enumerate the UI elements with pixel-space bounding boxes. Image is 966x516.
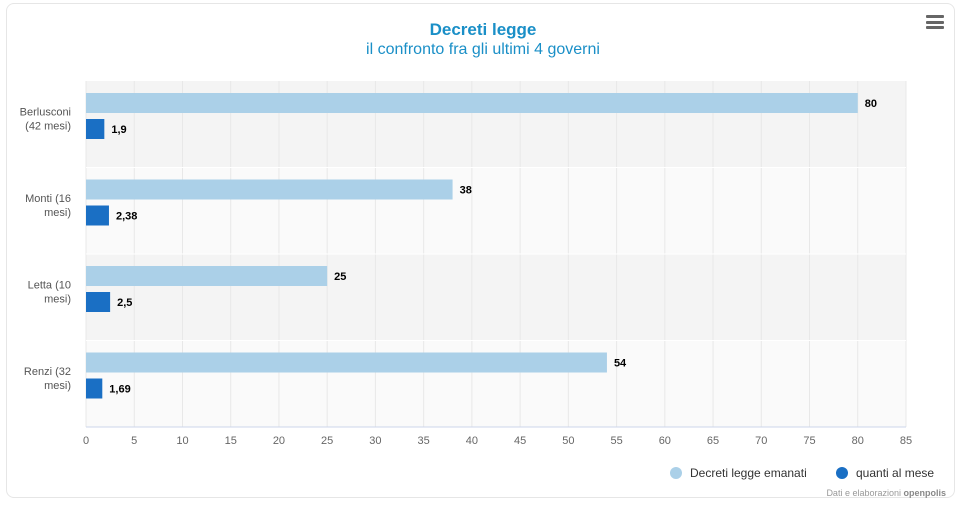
data-label: 25 — [334, 271, 346, 283]
data-label: 38 — [460, 185, 472, 197]
chart-title: Decreti legge — [429, 20, 537, 39]
credits-brand: openpolis — [903, 488, 947, 498]
category-label-line: mesi) — [44, 207, 71, 219]
bar-decreti — [86, 93, 858, 113]
category-label-line: (42 mesi) — [25, 120, 71, 132]
data-label: 54 — [614, 358, 627, 370]
x-tick-label: 5 — [131, 435, 137, 447]
bar-decreti — [86, 266, 328, 286]
data-label: 1,9 — [111, 124, 126, 136]
legend-item-decreti[interactable]: Decreti legge emanati — [670, 466, 807, 480]
chart-subtitle: il confronto fra gli ultimi 4 governi — [366, 41, 600, 58]
category-label: Letta (10 mesi) — [28, 279, 71, 305]
x-tick-label: 65 — [707, 435, 719, 447]
x-tick-label: 80 — [852, 435, 864, 447]
x-tick-label: 10 — [176, 435, 188, 447]
data-label: 2,38 — [116, 211, 137, 223]
x-tick-label: 0 — [83, 435, 89, 447]
category-label-line: mesi) — [44, 293, 71, 305]
credits-text: Dati e elaborazioni — [826, 488, 901, 498]
bar-decreti — [86, 179, 453, 200]
legend-label-decreti: Decreti legge emanati — [690, 466, 807, 480]
data-label: 2,5 — [117, 297, 132, 309]
x-tick-label: 25 — [321, 435, 333, 447]
category-label-line: Letta (10 — [28, 279, 71, 291]
x-tick-label: 20 — [273, 435, 285, 447]
category-label: Monti (16 mesi) — [25, 193, 71, 219]
x-tick-label: 70 — [755, 435, 767, 447]
legend-marker-mese — [836, 467, 848, 479]
bar-mese — [86, 292, 111, 312]
x-tick-label: 60 — [659, 435, 671, 447]
x-tick-label: 35 — [418, 435, 430, 447]
bar-mese — [86, 378, 103, 399]
x-tick-label: 50 — [562, 435, 574, 447]
hamburger-menu-icon[interactable] — [926, 15, 944, 31]
legend-marker-decreti — [670, 467, 682, 479]
x-tick-label: 30 — [369, 435, 381, 447]
data-label: 80 — [865, 98, 877, 110]
x-tick-label: 45 — [514, 435, 526, 447]
x-tick-label: 55 — [610, 435, 622, 447]
data-label: 1,69 — [109, 384, 130, 396]
bar-decreti — [86, 352, 607, 373]
legend-label-mese: quanti al mese — [856, 466, 935, 480]
category-label-line: Monti (16 — [25, 193, 71, 205]
bar-mese — [86, 119, 105, 139]
category-label: Renzi (32 mesi) — [24, 366, 71, 392]
x-tick-label: 75 — [803, 435, 815, 447]
x-tick-label: 40 — [466, 435, 478, 447]
category-label: Berlusconi (42 mesi) — [20, 106, 71, 132]
legend-item-mese[interactable]: quanti al mese — [836, 466, 934, 480]
x-tick-label: 85 — [900, 435, 912, 447]
category-label-line: Berlusconi — [20, 106, 71, 118]
x-tick-label: 15 — [225, 435, 237, 447]
category-label-line: Renzi (32 — [24, 366, 71, 378]
category-label-line: mesi) — [44, 380, 71, 392]
credits: Dati e elaborazioni openpolis — [826, 488, 946, 498]
bar-mese — [86, 205, 109, 226]
